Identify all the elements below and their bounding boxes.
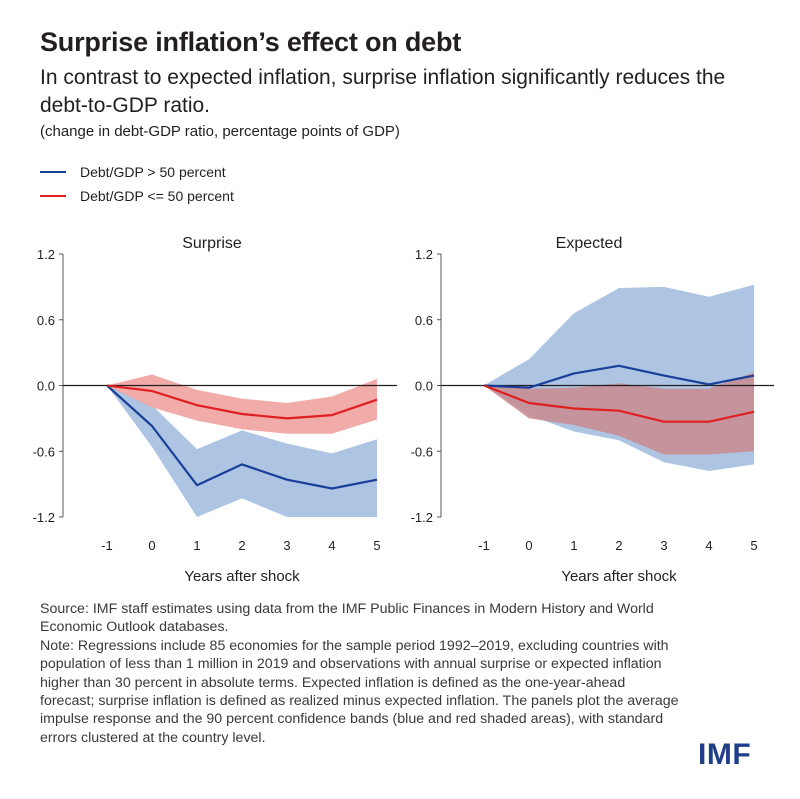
- y-tick-label: -1.2: [411, 510, 433, 525]
- series-line-expected-0: [483, 364, 755, 389]
- y-tick-label: 0.0: [415, 379, 433, 394]
- y-tick-label: -0.6: [411, 444, 433, 459]
- x-axis-label-surprise: Years after shock: [184, 568, 300, 585]
- panel-title-expected: Expected: [556, 235, 623, 252]
- chart-subtitle: In contrast to expected inflation, surpr…: [40, 66, 726, 117]
- y-tick-label: 1.2: [37, 247, 55, 262]
- x-axis-label-expected: Years after shock: [561, 568, 677, 585]
- series-line-surprise-1: [106, 384, 378, 420]
- x-tick-label: 0: [148, 538, 155, 553]
- x-tick-label: 5: [750, 538, 757, 553]
- legend-label-high-debt: Debt/GDP > 50 percent: [80, 164, 226, 180]
- y-tick-label: 0.6: [415, 313, 433, 328]
- legend-label-low-debt: Debt/GDP <= 50 percent: [80, 188, 234, 204]
- x-tick-label: 4: [328, 538, 335, 553]
- x-tick-label: 5: [373, 538, 380, 553]
- y-tick-label: 0.0: [37, 379, 55, 394]
- panel-surprise: Surprise 1.2 0.6 0.0 -0.6 -1.2 -1 0 1 2 3 4 5 Years a…: [33, 235, 397, 585]
- legend-swatch-low-debt: [40, 195, 66, 197]
- y-tick-label: -1.2: [33, 510, 55, 525]
- charts-area: Surprise 1.2 0.6 0.0 -0.6 -1.2 -1 0 1 2 3 4 5 Years a…: [33, 235, 774, 585]
- imf-logo: IMF: [698, 738, 752, 771]
- y-tick-label: -0.6: [33, 444, 55, 459]
- x-tick-label: 0: [525, 538, 532, 553]
- notes: Source: IMF staff estimates using data f…: [40, 600, 680, 747]
- x-tick-label: 1: [570, 538, 577, 553]
- x-tick-label: 2: [615, 538, 622, 553]
- x-tick-label: -1: [478, 538, 490, 553]
- y-tick-label: 0.6: [37, 313, 55, 328]
- panel-title-surprise: Surprise: [182, 235, 242, 252]
- units-label: (change in debt-GDP ratio, percentage po…: [40, 123, 400, 140]
- series-line-surprise-0: [106, 384, 378, 490]
- x-tick-label: 2: [238, 538, 245, 553]
- x-tick-label: 4: [705, 538, 712, 553]
- x-tick-label: 1: [193, 538, 200, 553]
- x-tick-label: 3: [283, 538, 290, 553]
- legend-item-low-debt: Debt/GDP <= 50 percent: [40, 184, 234, 208]
- source-note: Source: IMF staff estimates using data f…: [40, 601, 654, 636]
- legend: Debt/GDP > 50 percent Debt/GDP <= 50 per…: [40, 160, 234, 208]
- panel-expected: Expected 1.2 0.6 0.0 -0.6 -1.2 -1 0 1 2 3 4 5 Years a…: [411, 235, 774, 585]
- legend-swatch-high-debt: [40, 171, 66, 173]
- chart-title: Surprise inflation’s effect on debt: [40, 27, 462, 57]
- confidence-band-surprise-1: [107, 374, 377, 434]
- x-tick-label: -1: [101, 538, 113, 553]
- series-line-expected-1: [483, 384, 755, 423]
- confidence-band-expected-1: [484, 372, 754, 455]
- legend-item-high-debt: Debt/GDP > 50 percent: [40, 160, 234, 184]
- y-tick-label: 1.2: [415, 247, 433, 262]
- methodology-note: Note: Regressions include 85 economies f…: [40, 637, 679, 746]
- x-tick-label: 3: [660, 538, 667, 553]
